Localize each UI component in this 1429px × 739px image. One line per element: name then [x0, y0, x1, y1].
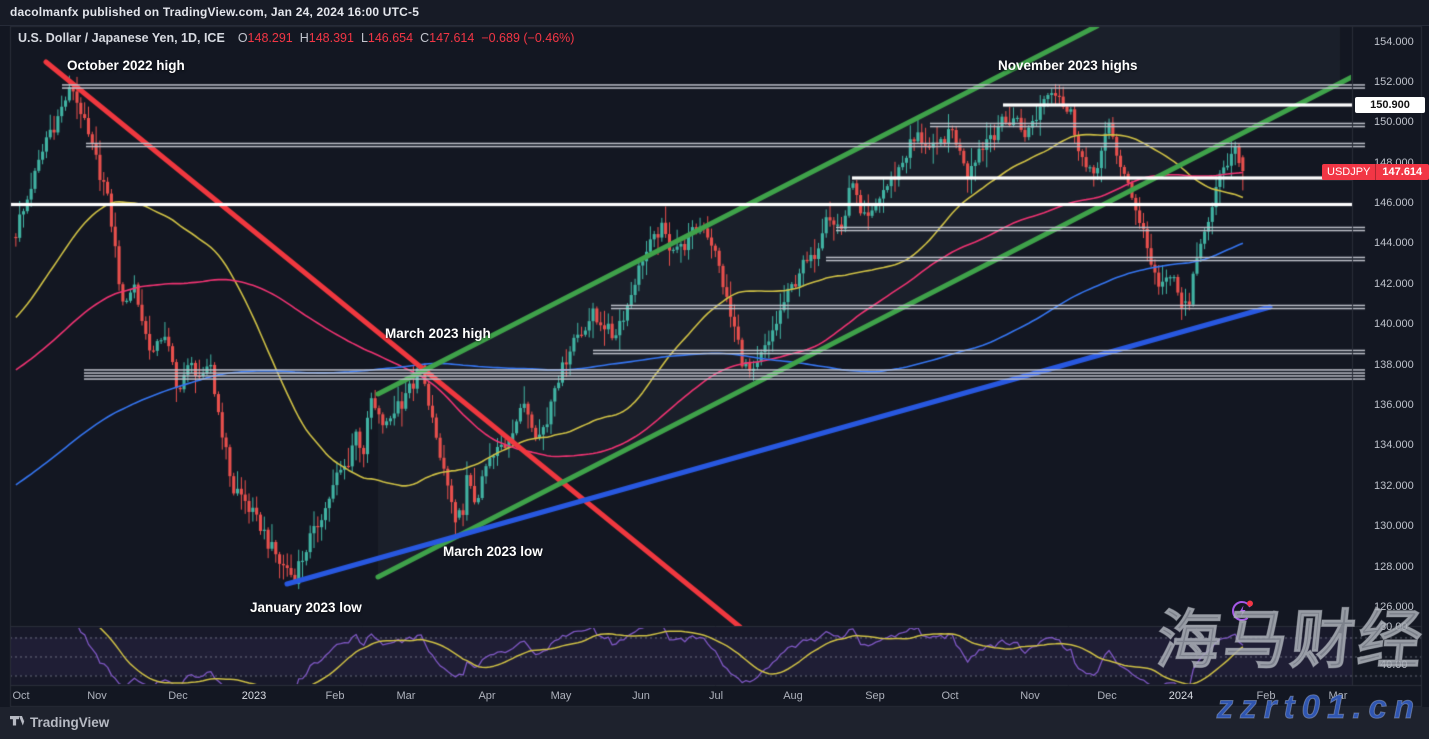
flash-idea-icon[interactable]	[1229, 597, 1257, 625]
change-value: −0.689 (−0.46%)	[481, 31, 575, 45]
time-tick-label: Dec	[1097, 690, 1117, 702]
symbol-legend: U.S. Dollar / Japanese Yen, 1D, ICE O148.…	[18, 31, 574, 45]
rsi-tick-label: 40.00	[1380, 659, 1408, 671]
ohlc-value: 148.291	[247, 31, 293, 45]
footer-bar: TradingView	[0, 707, 1429, 739]
last-price-badge: USDJPY 147.614	[1322, 164, 1429, 180]
time-tick-label: Dec	[168, 690, 188, 702]
price-tick-label: 126.000	[1374, 601, 1414, 613]
symbol-title[interactable]: U.S. Dollar / Japanese Yen, 1D, ICE	[18, 31, 225, 45]
ohlc-value: 147.614	[429, 31, 475, 45]
ohlc-values: O148.291 H148.391 L146.654 C147.614	[231, 31, 475, 45]
price-tick-label: 130.000	[1374, 520, 1414, 532]
time-tick-label: Aug	[783, 690, 803, 702]
time-tick-label: May	[550, 690, 572, 702]
price-tick-label: 128.000	[1374, 561, 1414, 573]
time-tick-label: Nov	[1020, 690, 1040, 702]
ohlc-key: L	[360, 31, 368, 45]
time-tick-label: Feb	[325, 690, 345, 702]
ohlc-key: H	[299, 31, 309, 45]
tradingview-logo-icon	[10, 716, 26, 726]
price-tick-label: 142.000	[1374, 278, 1414, 290]
price-tick-label: 154.000	[1374, 36, 1414, 48]
notification-dot	[1247, 600, 1253, 607]
price-tick-label: 140.000	[1374, 318, 1414, 330]
time-tick-label: 2023	[241, 690, 267, 702]
time-tick-label: Mar	[396, 690, 416, 702]
price-level-badge: 150.900	[1355, 97, 1425, 113]
time-tick-label: Nov	[87, 690, 107, 702]
time-tick-label: Oct	[12, 690, 30, 702]
lightning-bolt-icon	[1239, 605, 1246, 617]
ohlc-value: 146.654	[367, 31, 414, 45]
time-tick-label: Feb	[1256, 690, 1276, 702]
publish-text: dacolmanfx published on TradingView.com,…	[10, 5, 420, 19]
ohlc-key: C	[420, 31, 430, 45]
time-tick-label: Oct	[941, 690, 959, 702]
publish-bar: dacolmanfx published on TradingView.com,…	[0, 0, 1429, 26]
chart-annotation: November 2023 highs	[998, 58, 1138, 73]
chart-annotation: January 2023 low	[250, 600, 362, 615]
price-tick-label: 152.000	[1374, 76, 1414, 88]
rsi-tick-label: 80.00	[1380, 621, 1408, 633]
time-tick-label: Sep	[865, 690, 885, 702]
time-tick-label: Jun	[632, 690, 650, 702]
price-tick-label: 146.000	[1374, 197, 1414, 209]
time-tick-label: Mar	[1328, 690, 1348, 702]
ohlc-key: O	[237, 31, 248, 45]
chart-annotation: March 2023 low	[443, 544, 543, 559]
price-tick-label: 138.000	[1374, 359, 1414, 371]
chart-annotation: March 2023 high	[385, 326, 491, 341]
last-price-value: 147.614	[1382, 166, 1423, 178]
price-tick-label: 136.000	[1374, 399, 1414, 411]
ticker-label: USDJPY	[1322, 164, 1377, 180]
tradingview-brand[interactable]: TradingView	[30, 715, 110, 730]
time-tick-label: Apr	[478, 690, 496, 702]
price-tick-label: 132.000	[1374, 480, 1414, 492]
watermark-chinese: 海马财经	[1153, 604, 1429, 677]
watermark-url: zzrt01.cn	[1216, 688, 1421, 725]
flash-circle	[1232, 601, 1252, 621]
chart-annotation: October 2022 high	[67, 58, 185, 73]
ohlc-value: 148.391	[308, 31, 354, 45]
price-tick-label: 134.000	[1374, 439, 1414, 451]
time-tick-label: Jul	[708, 690, 724, 702]
time-tick-label: 2024	[1168, 690, 1194, 702]
price-tick-label: 144.000	[1374, 237, 1414, 249]
price-level-value: 150.900	[1370, 99, 1410, 111]
price-tick-label: 150.000	[1374, 116, 1414, 128]
